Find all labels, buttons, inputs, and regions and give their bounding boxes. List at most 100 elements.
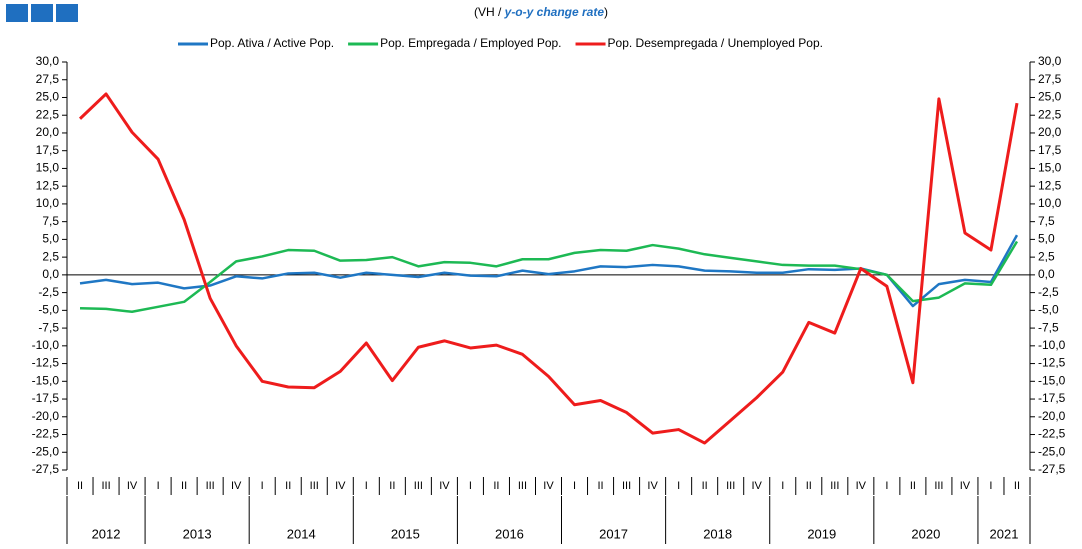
y2-tick-label: 0,0 [1038,267,1055,281]
y2-tick-label: 22,5 [1038,107,1062,121]
x-tick-label: III [830,480,839,492]
legend-label: Pop. Desempregada / Unemployed Pop. [608,36,823,50]
x-tick-label: IV [439,480,450,492]
y-tick-label: 12,5 [36,178,60,192]
x-tick-label: I [573,480,576,492]
subtitle-prefix: (VH / [474,5,505,19]
x-tick-label: III [518,480,527,492]
year-label: 2013 [183,526,212,541]
year-label: 2015 [391,526,420,541]
y-tick-label: -5,0 [38,303,59,317]
legend-label: Pop. Empregada / Employed Pop. [380,36,561,50]
y2-tick-label: -10,0 [1038,338,1066,352]
y2-tick-label: 17,5 [1038,143,1062,157]
x-tick-label: IV [335,480,346,492]
y2-tick-label: 15,0 [1038,161,1062,175]
year-label: 2016 [495,526,524,541]
x-tick-label: I [677,480,680,492]
y2-tick-label: 7,5 [1038,214,1055,228]
x-tick-label: IV [231,480,242,492]
logo-block [6,4,28,22]
year-label: 2019 [807,526,836,541]
y2-tick-label: -2,5 [1038,285,1059,299]
y-tick-label: 10,0 [36,196,60,210]
x-tick-label: II [597,480,603,492]
x-tick-label: III [726,480,735,492]
x-tick-label: III [310,480,319,492]
logo-block [31,4,53,22]
y2-tick-label: -25,0 [1038,444,1066,458]
y-tick-label: -27,5 [32,462,60,476]
x-tick-label: II [1014,480,1020,492]
y-tick-label: -22,5 [32,427,60,441]
x-tick-label: II [493,480,499,492]
y-tick-label: 15,0 [36,161,60,175]
y-tick-label: -7,5 [38,320,59,334]
year-label: 2017 [599,526,628,541]
y-tick-label: 0,0 [42,267,59,281]
y-tick-label: 5,0 [42,232,59,246]
x-tick-label: III [934,480,943,492]
x-tick-label: I [365,480,368,492]
y-tick-label: 22,5 [36,107,60,121]
series-line [79,240,1019,314]
series-line [79,234,1019,308]
y-tick-label: -2,5 [38,285,59,299]
y2-tick-label: 25,0 [1038,90,1062,104]
year-label: 2020 [911,526,940,541]
x-tick-label: III [622,480,631,492]
y2-tick-label: -22,5 [1038,427,1066,441]
logo-block [56,4,78,22]
y-tick-label: 17,5 [36,143,60,157]
y2-tick-label: 2,5 [1038,249,1055,263]
x-tick-label: IV [127,480,138,492]
y-tick-label: 7,5 [42,214,59,228]
x-tick-label: I [261,480,264,492]
x-tick-label: IV [960,480,971,492]
x-tick-label: I [781,480,784,492]
x-tick-label: II [181,480,187,492]
x-tick-label: II [389,480,395,492]
y2-tick-label: -5,0 [1038,303,1059,317]
subtitle-suffix: ) [604,5,608,19]
x-tick-label: II [910,480,916,492]
x-tick-label: III [101,480,110,492]
y-tick-label: 25,0 [36,90,60,104]
year-label: 2014 [287,526,316,541]
y2-tick-label: -27,5 [1038,462,1066,476]
y-tick-label: 27,5 [36,72,60,86]
y2-tick-label: -12,5 [1038,356,1066,370]
x-tick-label: II [285,480,291,492]
y2-tick-label: -17,5 [1038,391,1066,405]
y-tick-label: -10,0 [32,338,60,352]
y-tick-label: -17,5 [32,391,60,405]
y-tick-label: 20,0 [36,125,60,139]
x-tick-label: III [414,480,423,492]
y2-tick-label: 20,0 [1038,125,1062,139]
y2-tick-label: -20,0 [1038,409,1066,423]
y2-tick-label: 10,0 [1038,196,1062,210]
x-tick-label: II [702,480,708,492]
x-tick-label: II [77,480,83,492]
series-line [78,92,1019,445]
y2-tick-label: -7,5 [1038,320,1059,334]
x-tick-label: IV [647,480,658,492]
x-tick-label: I [469,480,472,492]
y2-tick-label: 5,0 [1038,232,1055,246]
x-tick-label: IV [543,480,554,492]
x-tick-label: II [806,480,812,492]
y-tick-label: -20,0 [32,409,60,423]
y2-tick-label: 27,5 [1038,72,1062,86]
legend-label: Pop. Ativa / Active Pop. [210,36,334,50]
y-tick-label: -25,0 [32,444,60,458]
y2-tick-label: 30,0 [1038,54,1062,68]
year-label: 2012 [92,526,121,541]
y2-tick-label: -15,0 [1038,373,1066,387]
x-tick-label: IV [856,480,867,492]
x-tick-label: I [885,480,888,492]
y-tick-label: 2,5 [42,249,59,263]
y-tick-label: -15,0 [32,373,60,387]
x-tick-label: I [989,480,992,492]
subtitle: (VH / y-o-y change rate) [474,5,608,19]
